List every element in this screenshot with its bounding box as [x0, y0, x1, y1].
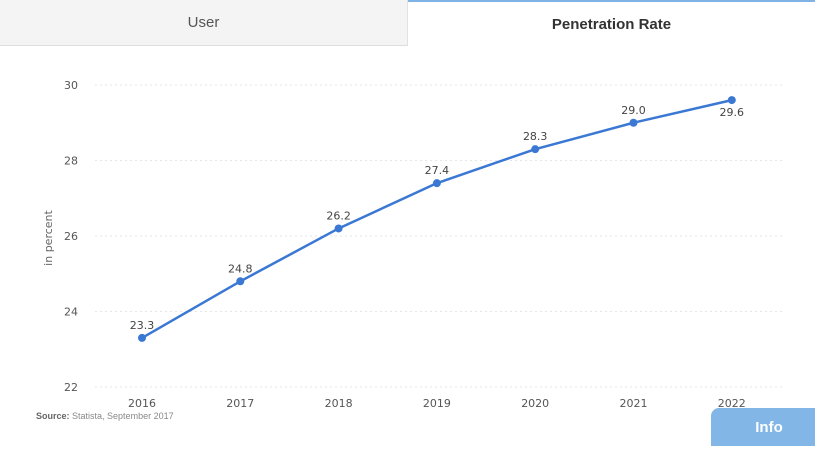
tab-bar: User Penetration Rate [0, 0, 815, 48]
tab-user[interactable]: User [0, 0, 408, 46]
x-tick-label: 2022 [718, 397, 746, 410]
x-tick-label: 2019 [423, 397, 451, 410]
y-tick-label: 30 [64, 79, 78, 92]
data-labels: 23.3 24.8 26.2 27.4 28.3 29.0 29.6 [130, 104, 744, 332]
data-label: 24.8 [228, 262, 253, 275]
series-line [141, 98, 733, 340]
data-point [334, 224, 343, 233]
y-axis-label: in percent [42, 209, 55, 265]
x-axis-ticks: 2016 2017 2018 2019 2020 2021 2022 [128, 397, 746, 410]
y-tick-label: 22 [64, 381, 78, 394]
data-point [432, 179, 441, 188]
source-prefix: Source: [36, 411, 70, 421]
x-tick-label: 2018 [325, 397, 353, 410]
x-tick-label: 2021 [620, 397, 648, 410]
y-tick-label: 26 [64, 230, 78, 243]
x-tick-label: 2016 [128, 397, 156, 410]
x-tick-label: 2020 [521, 397, 549, 410]
data-label: 26.2 [326, 209, 351, 222]
x-tick-label: 2017 [226, 397, 254, 410]
grid-lines [95, 84, 785, 388]
data-point [138, 333, 146, 342]
y-axis-ticks: 22 24 26 28 30 [64, 79, 78, 394]
data-point [531, 145, 540, 154]
data-label: 29.0 [621, 104, 646, 117]
y-tick-label: 28 [64, 155, 78, 168]
series-line-group [138, 96, 736, 342]
data-label: 28.3 [523, 130, 548, 143]
info-button[interactable]: Info [711, 408, 815, 446]
data-point [727, 96, 736, 105]
data-point [629, 118, 638, 127]
chart-area: 22 24 26 28 30 2016 2017 2018 2019 2020 2021 2022 … [0, 48, 815, 446]
tab-penetration-rate[interactable]: Penetration Rate [408, 0, 815, 48]
data-point [236, 277, 245, 286]
source-note: Source: Statista, September 2017 [36, 411, 174, 421]
y-tick-label: 24 [64, 306, 78, 319]
data-label: 27.4 [425, 164, 450, 177]
data-label: 29.6 [720, 106, 745, 119]
source-text: Statista, September 2017 [72, 411, 174, 421]
data-label: 23.3 [130, 319, 155, 332]
